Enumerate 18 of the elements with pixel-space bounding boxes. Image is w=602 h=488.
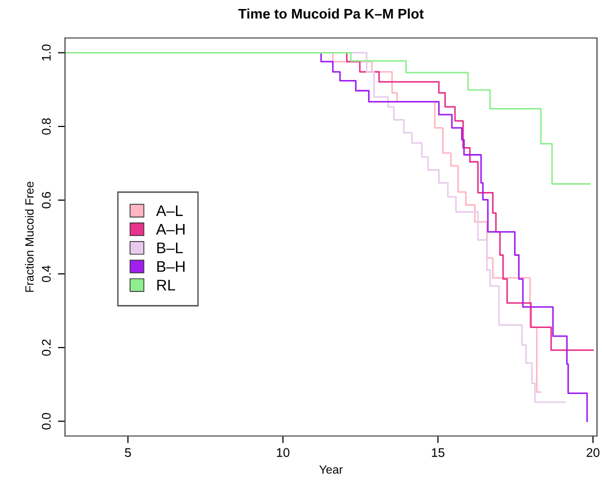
x-tick-label: 20 bbox=[586, 448, 600, 457]
y-tick-label: 0.4 bbox=[42, 266, 51, 282]
x-tick-label: 10 bbox=[276, 448, 290, 457]
legend-label: A–H bbox=[156, 224, 185, 235]
legend-label: RL bbox=[157, 280, 176, 290]
y-tick-label: 0.0 bbox=[42, 413, 51, 430]
x-tick-label: 5 bbox=[124, 448, 131, 457]
legend-label: B–L bbox=[157, 242, 183, 254]
legend-label: A–L bbox=[156, 205, 183, 216]
x-tick-label: 15 bbox=[432, 448, 444, 457]
y-tick-label: 0.6 bbox=[42, 192, 51, 208]
legend-label: B–H bbox=[157, 261, 185, 272]
chart-title: Time to Mucoid Pa K–M Plot bbox=[238, 8, 424, 19]
y-axis-title: Fraction Mucoid Free bbox=[24, 182, 34, 292]
x-axis-title: Year bbox=[319, 465, 343, 474]
y-tick-label: 1.0 bbox=[42, 44, 51, 60]
y-tick-label: 0.2 bbox=[42, 339, 51, 356]
y-tick-label: 0.8 bbox=[42, 118, 51, 135]
